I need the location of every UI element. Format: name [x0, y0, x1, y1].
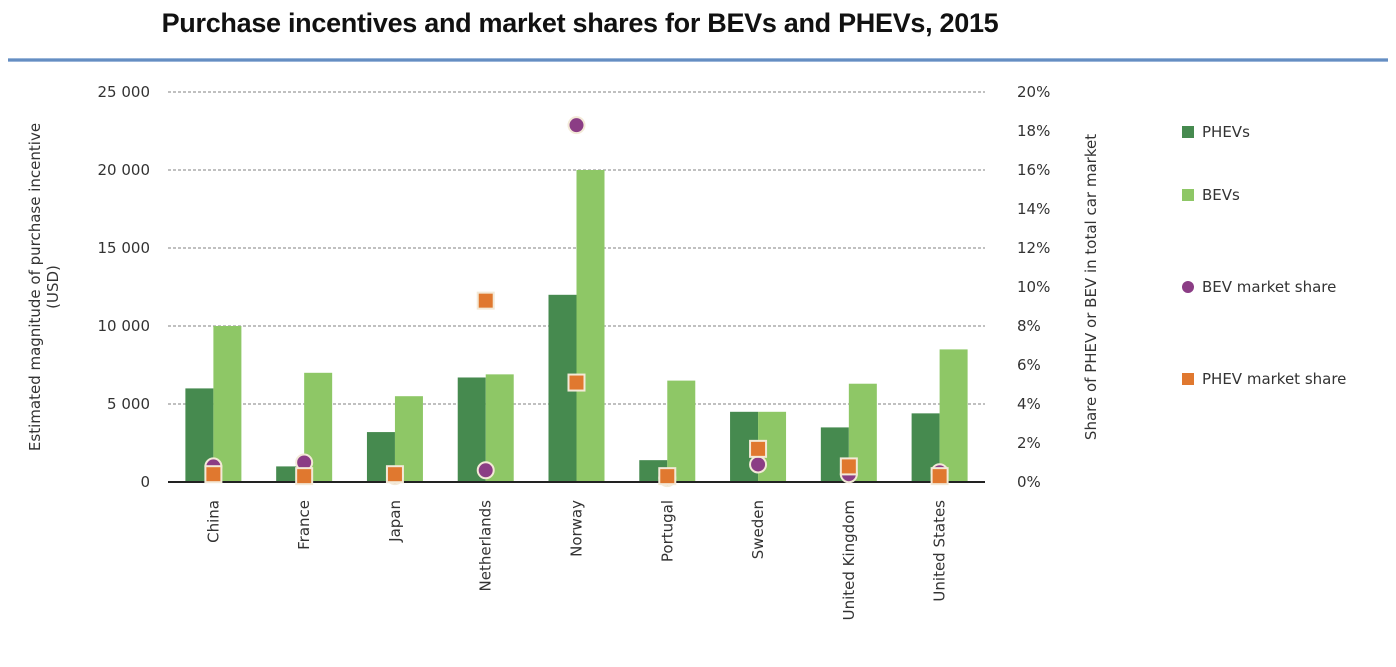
marker-phev-share [749, 439, 768, 458]
right-axis-ticks: 0% 2% 4% 6% 8% 10% 12% 14% 16% 18% 20% [1017, 83, 1050, 491]
category-label: United Kingdom [840, 500, 858, 620]
y-axis-label-unit: (USD) [44, 265, 62, 309]
y2-tick-label: 14% [1017, 200, 1050, 218]
markers [204, 116, 949, 488]
y2-tick-label: 20% [1017, 83, 1050, 101]
y2-tick-label: 12% [1017, 239, 1050, 257]
category-label: China [204, 500, 222, 543]
legend-square-icon [1182, 189, 1194, 201]
category-label: Norway [568, 500, 586, 557]
y-tick-label: 5 000 [107, 395, 150, 413]
title-separator [8, 58, 1388, 62]
y-tick-label: 25 000 [98, 83, 151, 101]
bar-bev [939, 349, 968, 482]
bar-bev [667, 380, 696, 482]
y2-tick-label: 6% [1017, 356, 1041, 374]
marker-phev-share [385, 465, 404, 484]
legend-label: PHEVs [1202, 123, 1250, 141]
left-axis-ticks: 0 5 000 10 000 15 000 20 000 25 000 [98, 83, 151, 491]
chart-title: Purchase incentives and market shares fo… [161, 8, 999, 38]
legend-square-icon [1182, 373, 1194, 385]
legend-label: BEV market share [1202, 278, 1336, 296]
marker-phev-share [567, 373, 586, 392]
y-tick-label: 20 000 [98, 161, 151, 179]
category-label: France [295, 500, 313, 550]
y-tick-label: 0 [140, 473, 150, 491]
marker-phev-share [930, 467, 949, 486]
y2-tick-label: 16% [1017, 161, 1050, 179]
marker-phev-share [839, 457, 858, 476]
y-tick-label: 15 000 [98, 239, 151, 257]
legend-label: PHEV market share [1202, 370, 1346, 388]
legend-label: BEVs [1202, 186, 1240, 204]
category-label: Portugal [658, 500, 676, 562]
y2-tick-label: 18% [1017, 122, 1050, 140]
y-tick-label: 10 000 [98, 317, 151, 335]
category-label: Japan [386, 500, 404, 543]
category-label: Netherlands [477, 500, 495, 592]
marker-bev-share [476, 461, 495, 480]
bar-bev [576, 170, 605, 482]
legend-circle-icon [1182, 281, 1194, 293]
legend: PHEVs BEVs BEV market share PHEV market sha… [1182, 123, 1346, 388]
bar-bev [213, 326, 242, 482]
marker-phev-share [295, 467, 314, 486]
y2-tick-label: 10% [1017, 278, 1050, 296]
y2-axis-label: Share of PHEV or BEV in total car market [1082, 134, 1100, 440]
y2-tick-label: 8% [1017, 317, 1041, 335]
y2-tick-label: 2% [1017, 434, 1041, 452]
y2-tick-label: 0% [1017, 473, 1041, 491]
marker-bev-share [567, 116, 586, 135]
marker-phev-share [476, 291, 495, 310]
bars [168, 170, 985, 483]
legend-square-icon [1182, 126, 1194, 138]
category-label: United States [931, 500, 949, 602]
y2-tick-label: 4% [1017, 395, 1041, 413]
marker-phev-share [204, 465, 223, 484]
marker-bev-share [749, 455, 768, 474]
category-label: Sweden [749, 500, 767, 559]
category-labels: China France Japan Netherlands Norway Portuga… [204, 500, 948, 621]
y-axis-label: Estimated magnitude of purchase incentiv… [26, 123, 44, 451]
marker-phev-share [658, 467, 677, 486]
